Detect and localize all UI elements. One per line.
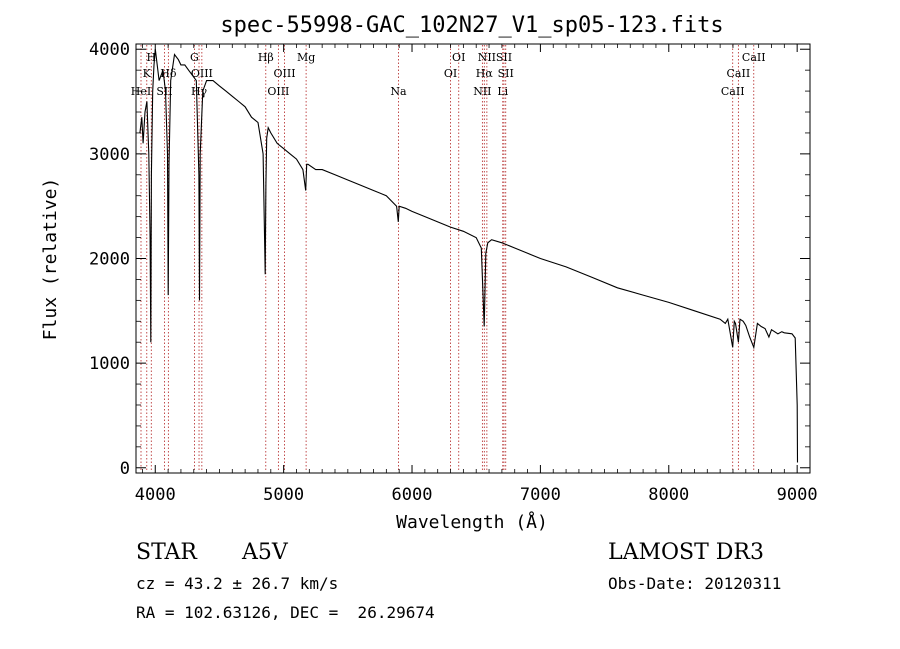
spectral-line-label: Hα [476,67,494,80]
spectral-line-label: Hδ [160,67,177,80]
observation-date: Obs-Date: 20120311 [608,574,782,593]
subclass: A5V [242,540,288,565]
x-tick-label: 9000 [777,485,818,505]
spectral-line-label: CaII [721,85,745,98]
spectral-line-label: NII [473,85,491,98]
spectral-line-label: Hβ [258,51,274,64]
spectral-line-label: OI [452,51,465,64]
x-tick-label: 6000 [392,485,433,505]
x-tick-label: 8000 [648,485,689,505]
coordinates-readout: RA = 102.63126, DEC = 26.29674 [136,603,435,622]
spectral-line-label: SII [496,51,512,64]
x-axis: 4000 5000 6000 7000 8000 9000 [135,44,818,505]
spectral-line-label: Li [497,85,508,98]
spectral-line-label: G [190,51,199,64]
plot-frame [135,43,811,474]
spectral-line-label: NII [478,51,496,64]
y-axis: 0 1000 2000 3000 4000 [89,40,810,479]
redshift-readout: cz = 43.2 ± 26.7 km/s [136,574,339,593]
y-tick-label: 2000 [89,250,130,270]
spectral-line-label: SII [156,85,172,98]
spectral-line-label: Na [390,85,407,98]
spectral-line-label: K [143,67,152,80]
spectral-line-label: Mg [297,51,315,64]
spectral-line-label: CaII [742,51,766,64]
spectrum-line [139,49,799,463]
spectral-line-label: OIII [267,85,289,98]
object-type: STAR [136,540,197,565]
x-tick-label: 5000 [263,485,304,505]
spectral-line-label: Hγ [191,85,208,98]
y-tick-label: 0 [120,459,130,479]
y-tick-label: 3000 [89,145,130,165]
y-tick-label: 1000 [89,354,130,374]
x-tick-label: 7000 [520,485,561,505]
chart-title: spec-55998-GAC_102N27_V1_sp05-123.fits [220,13,723,38]
x-tick-label: 4000 [135,485,176,505]
spectral-line-label: H [146,51,156,64]
spectral-line-label: OIII [191,67,213,80]
spectral-line-label: SII [498,67,514,80]
spectral-line-markers [140,45,755,472]
spectral-line-label: HeI [131,85,151,98]
spectral-line-label: OIII [274,67,296,80]
y-tick-label: 4000 [89,40,130,60]
survey-name: LAMOST DR3 [608,540,764,565]
spectral-line-label: OI [444,67,457,80]
y-axis-label: Flux (relative) [40,178,61,341]
x-axis-label: Wavelength (Å) [396,511,548,533]
spectral-line-label: CaII [727,67,751,80]
